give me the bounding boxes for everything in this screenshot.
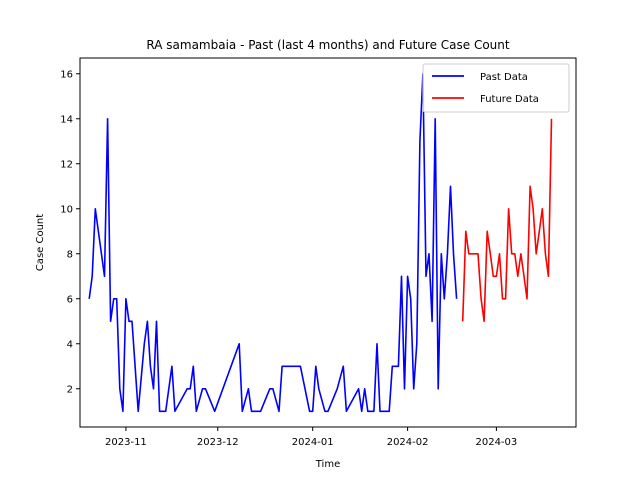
y-tick-label: 14	[60, 114, 73, 125]
y-tick-label: 4	[67, 339, 73, 350]
legend: Past Data Future Data	[422, 63, 570, 113]
series-line-future	[461, 118, 553, 323]
y-tick-label: 16	[60, 69, 73, 80]
y-axis: 2 4 6 8 10 12 14 16	[60, 69, 80, 395]
chart-title: RA samambaia - Past (last 4 months) and …	[146, 38, 509, 52]
series-line-past	[88, 73, 458, 413]
y-tick-label: 8	[67, 249, 73, 260]
y-axis-label: Case Count	[35, 214, 46, 271]
x-tick-label: 2023-12	[197, 437, 239, 448]
y-tick-label: 2	[67, 384, 73, 395]
y-tick-label: 12	[60, 159, 73, 170]
x-tick-label: 2023-11	[105, 437, 147, 448]
y-tick-label: 10	[60, 204, 73, 215]
plot-frame	[79, 57, 577, 428]
plot-lines	[88, 73, 553, 413]
x-tick-label: 2024-01	[292, 437, 334, 448]
x-axis-label: Time	[315, 459, 340, 470]
x-axis: 2023-11 2023-12 2024-01 2024-02 2024-03	[105, 427, 517, 448]
legend-label-past: Past Data	[480, 72, 528, 83]
y-tick-label: 6	[67, 294, 73, 305]
legend-label-future: Future Data	[480, 94, 539, 105]
x-tick-label: 2024-03	[475, 437, 517, 448]
x-tick-label: 2024-02	[387, 437, 429, 448]
